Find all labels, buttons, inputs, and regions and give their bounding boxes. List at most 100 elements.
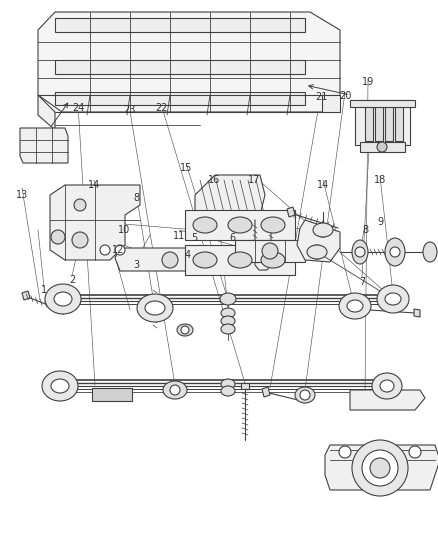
Ellipse shape [137,294,173,322]
Circle shape [262,243,278,259]
Ellipse shape [261,252,285,268]
Text: 8: 8 [133,193,139,203]
Text: 18: 18 [374,175,386,185]
Text: 11: 11 [173,231,185,241]
Circle shape [355,247,365,257]
Circle shape [370,458,390,478]
Polygon shape [350,390,425,410]
Ellipse shape [220,293,236,305]
Text: 14: 14 [88,180,100,190]
Circle shape [74,199,86,211]
Ellipse shape [54,292,72,306]
Ellipse shape [42,371,78,401]
Ellipse shape [423,242,437,262]
Bar [235,240,305,262]
Text: 21: 21 [315,92,327,102]
Ellipse shape [347,300,363,312]
Text: 16: 16 [208,175,220,185]
Polygon shape [115,248,225,271]
Ellipse shape [352,240,368,264]
Polygon shape [297,220,340,262]
Ellipse shape [313,223,333,237]
Text: 12: 12 [112,245,124,255]
Bar [365,103,373,141]
Ellipse shape [51,379,69,393]
Bar [185,245,295,275]
Circle shape [170,385,180,395]
Ellipse shape [193,217,217,233]
Ellipse shape [385,238,405,266]
Text: 10: 10 [118,225,130,235]
Text: 19: 19 [362,77,374,87]
Text: 24: 24 [72,103,84,113]
Polygon shape [241,383,249,389]
Circle shape [51,230,65,244]
Ellipse shape [221,316,235,326]
Ellipse shape [380,380,394,392]
Polygon shape [38,12,340,112]
Ellipse shape [45,284,81,314]
Polygon shape [195,175,265,215]
Text: 5: 5 [191,233,197,243]
Text: 15: 15 [180,163,192,173]
Text: 23: 23 [123,105,135,115]
Bar [185,210,295,240]
Ellipse shape [339,293,371,319]
Circle shape [362,450,398,486]
Circle shape [409,446,421,458]
Text: 4: 4 [185,250,191,260]
Bar [395,103,403,141]
Text: 8: 8 [362,225,368,235]
Text: 20: 20 [339,91,351,101]
Circle shape [377,142,387,152]
Polygon shape [22,291,30,300]
Circle shape [100,245,110,255]
Circle shape [339,446,351,458]
Circle shape [352,440,408,496]
Polygon shape [55,18,305,32]
Text: 3: 3 [133,260,139,270]
Text: 1: 1 [41,285,47,295]
Circle shape [390,247,400,257]
Text: 6: 6 [229,233,235,243]
Ellipse shape [385,293,401,305]
Ellipse shape [372,373,402,399]
Ellipse shape [377,285,409,313]
Text: 14: 14 [317,180,329,190]
Polygon shape [38,95,55,130]
Text: 17: 17 [248,175,260,185]
Circle shape [310,245,324,259]
Ellipse shape [145,301,165,315]
Circle shape [181,326,189,334]
Circle shape [316,223,330,237]
Ellipse shape [295,387,315,403]
Text: 9: 9 [377,217,383,227]
Polygon shape [20,128,68,163]
Ellipse shape [221,379,235,389]
Polygon shape [414,309,420,317]
Bar [385,103,393,141]
Polygon shape [55,60,305,74]
Ellipse shape [221,308,235,318]
Polygon shape [262,387,270,397]
Polygon shape [350,100,415,107]
Text: 22: 22 [155,103,167,113]
Polygon shape [325,445,438,490]
Ellipse shape [193,252,217,268]
Circle shape [115,245,125,255]
Text: 2: 2 [69,275,75,285]
Bar [375,103,383,141]
Circle shape [162,252,178,268]
Polygon shape [287,207,295,217]
Circle shape [72,232,88,248]
Ellipse shape [228,252,252,268]
Ellipse shape [228,217,252,233]
Text: 7: 7 [359,277,365,287]
Polygon shape [55,92,305,105]
Ellipse shape [163,381,187,399]
Circle shape [300,390,310,400]
Polygon shape [50,185,140,260]
Ellipse shape [307,245,327,259]
Ellipse shape [221,324,235,334]
Polygon shape [360,142,405,152]
